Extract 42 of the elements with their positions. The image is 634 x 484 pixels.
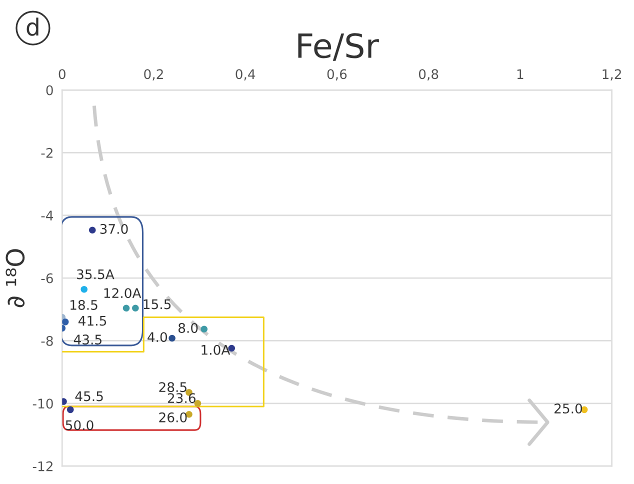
annotation: 45.5 — [75, 391, 103, 402]
x-tick-label: 0 — [58, 69, 66, 80]
point — [88, 226, 96, 234]
y-tick-label: -10 — [32, 398, 53, 409]
point — [122, 304, 130, 312]
annotation: 15.5 — [144, 299, 171, 310]
annotation: 1.0A — [202, 344, 230, 355]
x-tick-label: 0,2 — [144, 69, 163, 80]
point — [66, 406, 74, 414]
x-tick-label: 1,2 — [602, 69, 621, 80]
point — [62, 318, 69, 326]
y-tick-label: -12 — [32, 461, 52, 472]
y-tick-label: -4 — [41, 210, 54, 220]
annotation: 18.5 — [70, 300, 98, 310]
x-tick-label: 0,8 — [418, 69, 438, 80]
annotation: 26.0 — [159, 412, 187, 422]
text: d — [26, 18, 38, 36]
annotation: 41.5 — [78, 316, 106, 326]
x-tick-label: 1 — [517, 69, 524, 79]
annotation: 25.0 — [554, 404, 582, 414]
y-axis-title: ∂ ¹⁸O — [6, 249, 25, 308]
annotation: 23.6 — [168, 393, 196, 404]
annotation: 35.5A — [77, 269, 114, 280]
annotation: 12.0A — [104, 288, 142, 298]
annotation: 4.0 — [148, 332, 168, 342]
point — [168, 334, 176, 342]
annotation: 37.0 — [100, 224, 128, 234]
annotation: 43.5 — [74, 334, 102, 345]
y-tick-label: -8 — [41, 336, 53, 346]
y-tick-label: -6 — [41, 273, 53, 284]
point — [80, 286, 88, 293]
annotation: 8.0 — [178, 322, 198, 333]
annotation: 50.0 — [66, 420, 94, 430]
x-tick-label: 0,4 — [236, 69, 256, 80]
point — [194, 400, 202, 407]
y-tick-label: 0 — [46, 85, 53, 96]
x-tick-label: 0,6 — [327, 69, 347, 80]
point — [200, 326, 208, 333]
annotation: 28.5 — [159, 382, 186, 392]
point — [132, 304, 139, 312]
x-axis-title: Fe/Sr — [298, 33, 379, 61]
y-tick-label: -2 — [41, 148, 52, 158]
